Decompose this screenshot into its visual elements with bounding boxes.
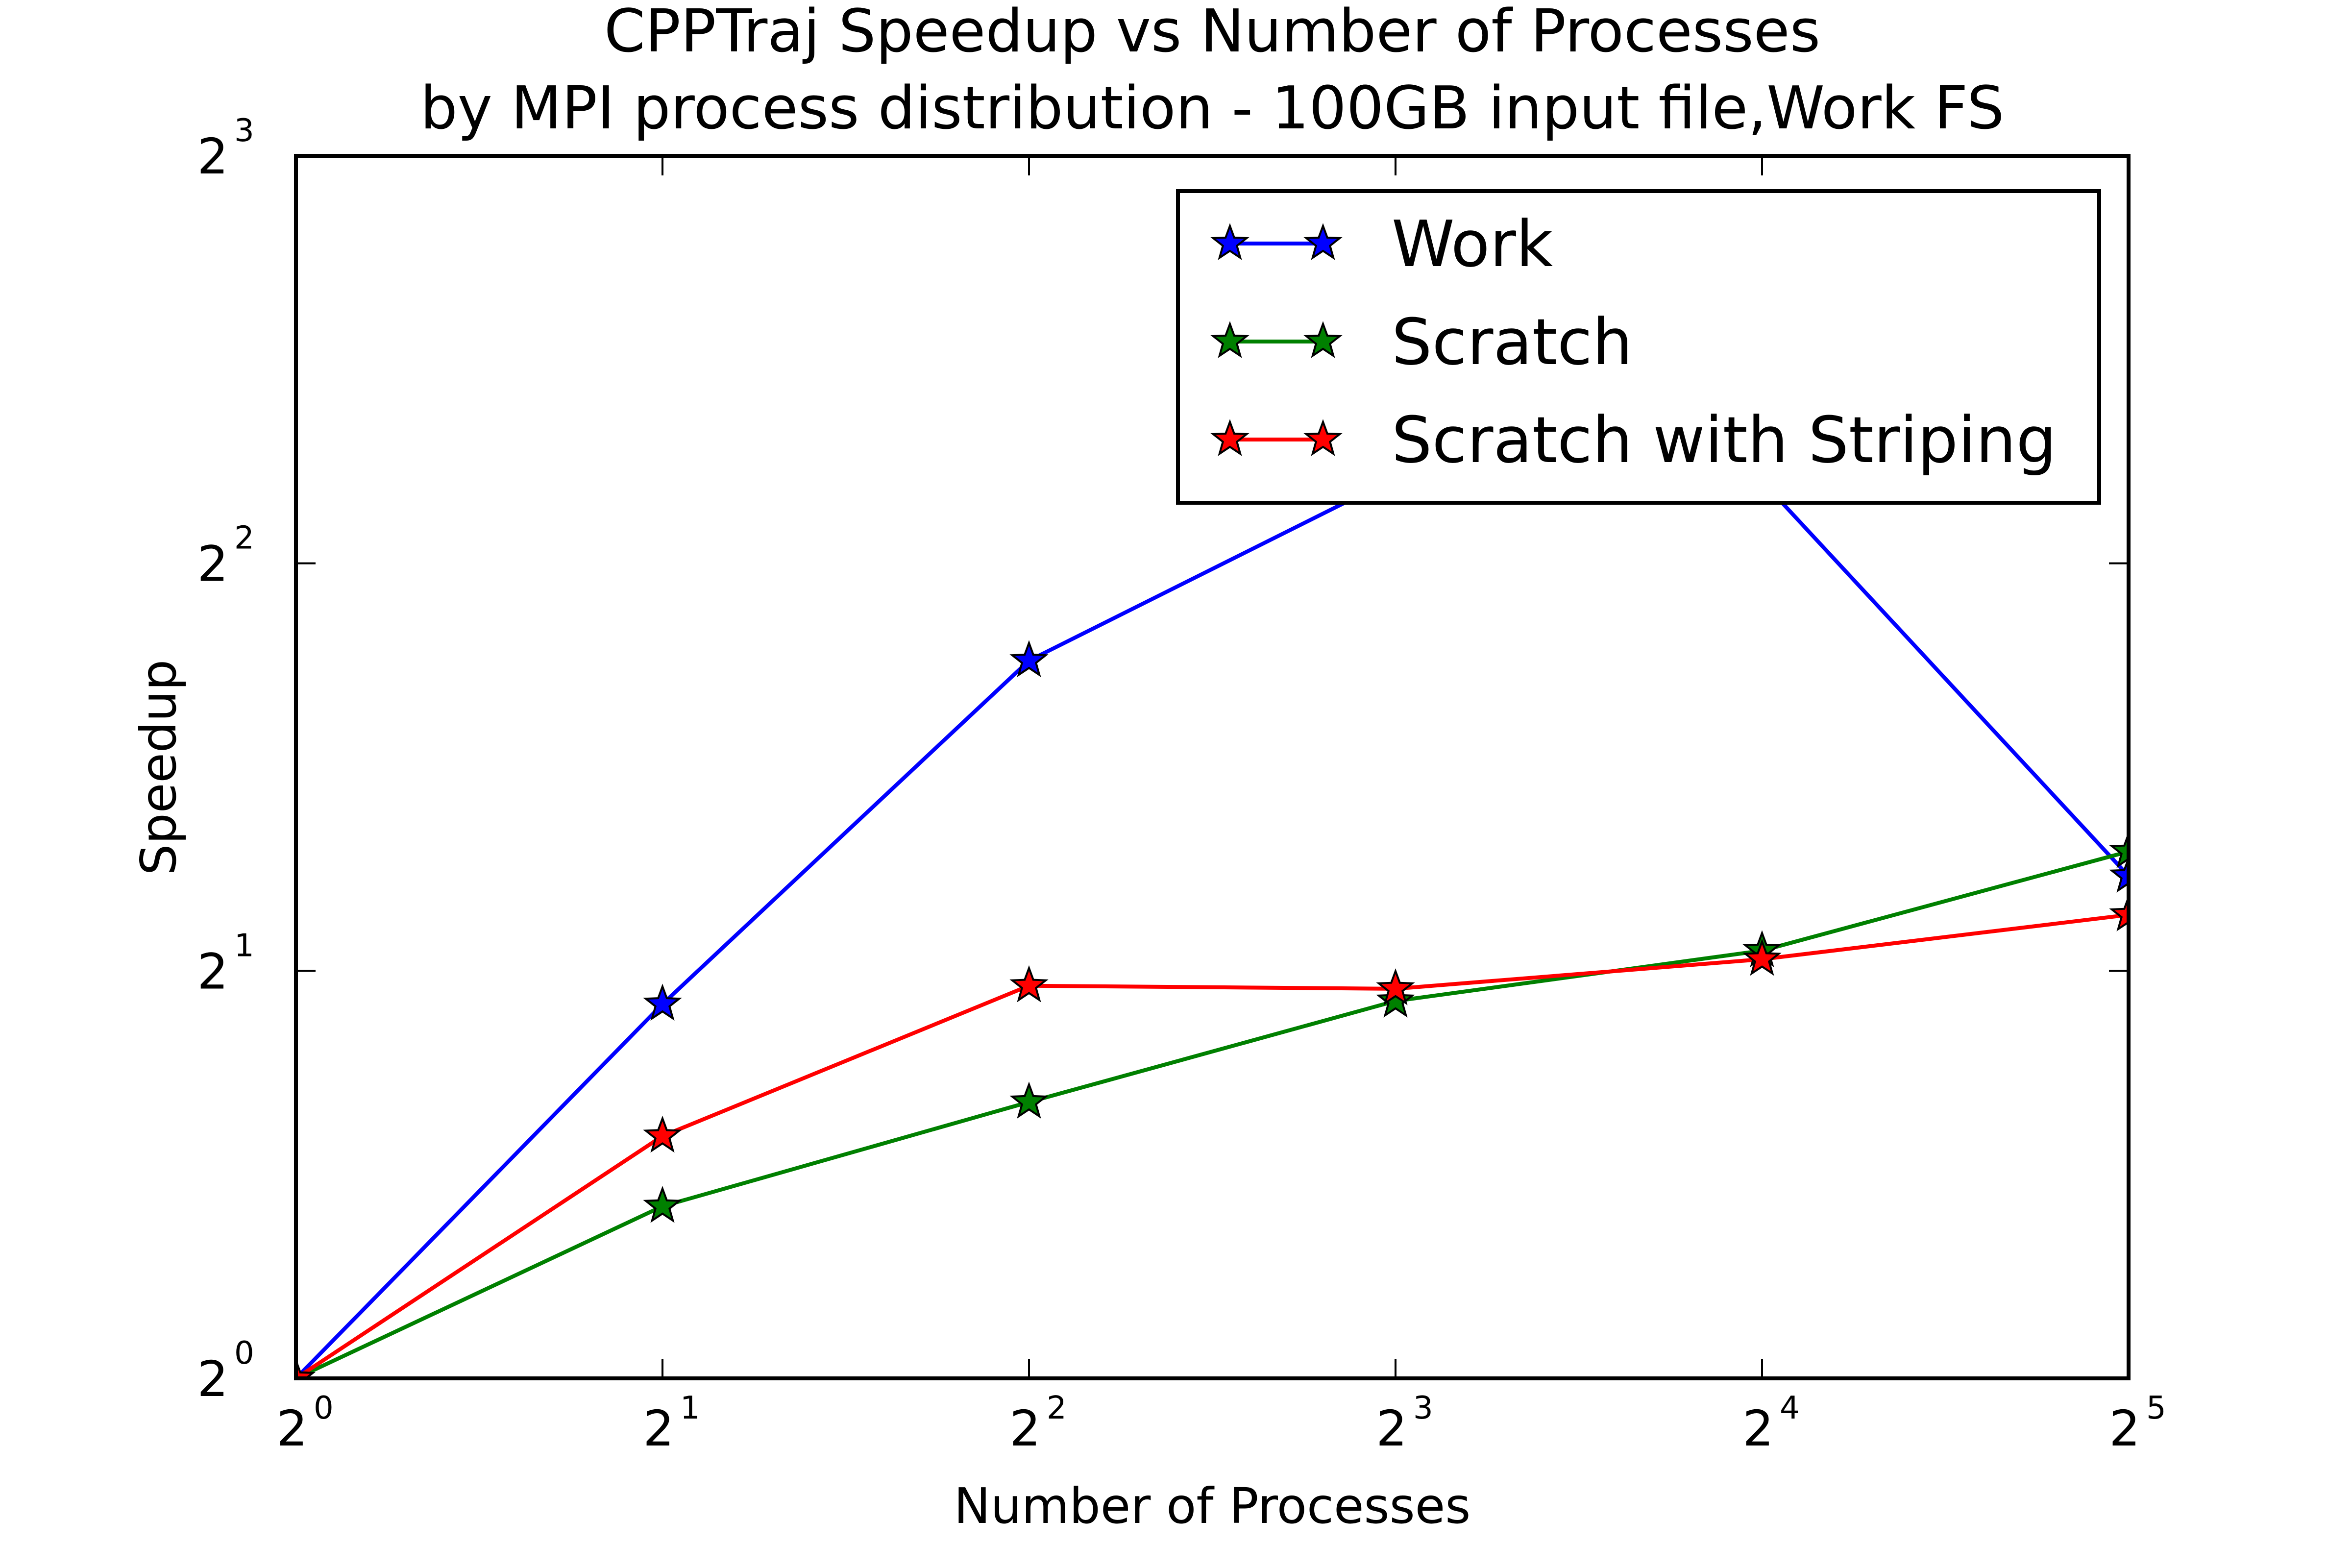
legend-label: Scratch with Striping xyxy=(1392,403,2057,477)
x-tick-label: 2 xyxy=(1009,1400,1041,1457)
x-tick-label: 2 xyxy=(643,1400,674,1457)
y-tick-label: 2 xyxy=(197,943,228,1000)
data-point-0-5 xyxy=(2109,856,2129,893)
x-tick-exponent: 4 xyxy=(1780,1390,1800,1426)
y-tick-exponent: 3 xyxy=(234,113,254,149)
x-tick-label: 2 xyxy=(1742,1400,1774,1457)
legend-marker xyxy=(1210,223,1250,260)
y-tick-label: 2 xyxy=(197,128,228,185)
data-point-1-5 xyxy=(2109,831,2129,868)
x-tick-exponent: 0 xyxy=(314,1390,334,1426)
legend-marker xyxy=(1303,223,1343,260)
series-line-0 xyxy=(296,475,2129,1378)
legend-label: Work xyxy=(1392,207,1553,281)
legend-label: Scratch xyxy=(1392,305,1633,379)
plot-frame xyxy=(294,154,2131,1380)
data-point-2-4 xyxy=(1742,938,1782,976)
data-point-1-2 xyxy=(1009,1081,1049,1119)
legend-marker xyxy=(1303,419,1343,456)
legend-marker xyxy=(1210,321,1250,358)
data-point-1-1 xyxy=(643,1186,682,1223)
series-line-1 xyxy=(296,849,2129,1378)
y-tick-label: 2 xyxy=(197,536,228,593)
data-point-2-3 xyxy=(1376,968,1415,1005)
plot-area xyxy=(296,457,2129,1378)
chart-title: CPPTraj Speedup vs Number of Processes xyxy=(604,0,1820,66)
x-tick-exponent: 3 xyxy=(1413,1390,1433,1426)
legend-marker xyxy=(1210,419,1250,456)
series-line-2 xyxy=(296,913,2129,1378)
data-point-2-1 xyxy=(643,1115,682,1153)
data-point-0-2 xyxy=(1009,640,1049,677)
data-point-2-5 xyxy=(2109,894,2129,931)
y-tick-exponent: 2 xyxy=(234,520,254,557)
legend: Work Scratch Scratch with Striping xyxy=(1176,189,2101,505)
y-tick-exponent: 0 xyxy=(234,1335,254,1372)
chart-subtitle: by MPI process distribution - 100GB inpu… xyxy=(420,74,2005,143)
y-tick-exponent: 1 xyxy=(234,928,254,964)
x-tick-label: 2 xyxy=(2109,1400,2140,1457)
data-point-2-0 xyxy=(296,1358,316,1378)
x-axis-label: Number of Processes xyxy=(954,1477,1471,1535)
x-tick-exponent: 2 xyxy=(1047,1390,1067,1426)
x-tick-exponent: 5 xyxy=(2146,1390,2166,1426)
data-point-0-1 xyxy=(643,983,682,1021)
x-tick-label: 2 xyxy=(276,1400,308,1457)
data-point-2-2 xyxy=(1009,965,1049,1003)
legend-marker xyxy=(1303,321,1343,358)
x-tick-label: 2 xyxy=(1376,1400,1407,1457)
y-tick-label: 2 xyxy=(197,1350,228,1408)
y-axis-label: Speedup xyxy=(130,660,187,875)
data-point-1-3 xyxy=(1376,980,1415,1018)
axis-ticks: 2 0 2 1 2 2 2 3 2 4 2 52 02 12 22 3 xyxy=(197,113,2166,1457)
series-group xyxy=(296,457,2129,1378)
x-tick-exponent: 1 xyxy=(680,1390,700,1426)
